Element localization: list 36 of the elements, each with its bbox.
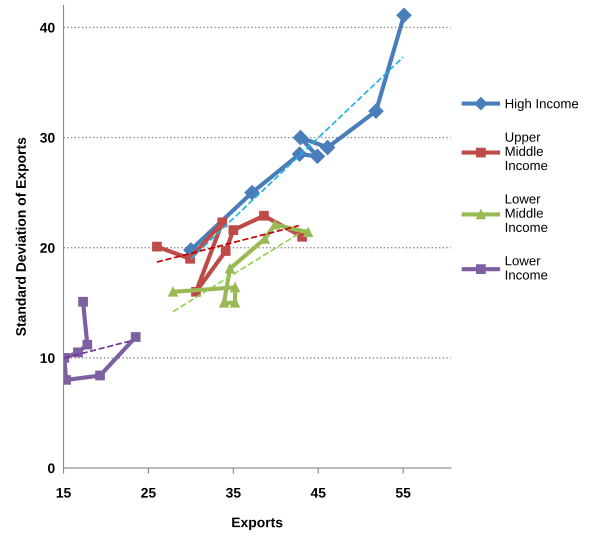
legend-label: Lower Income xyxy=(506,256,548,280)
y-tick-label: 0 xyxy=(48,463,55,474)
point xyxy=(230,282,240,292)
point xyxy=(130,332,141,342)
point xyxy=(303,227,313,238)
x-axis-title: Exports xyxy=(232,518,282,530)
legend-label: High Income xyxy=(506,98,578,111)
x-tick-label: 25 xyxy=(141,488,156,498)
point xyxy=(95,370,105,380)
point xyxy=(228,225,238,235)
y-tick-label: 10 xyxy=(40,353,55,364)
y-tick-label: 30 xyxy=(40,132,55,143)
legend-label: Lower Middle Income xyxy=(506,194,548,232)
y-tick-label: 20 xyxy=(40,243,55,253)
point xyxy=(220,246,231,256)
point xyxy=(225,264,235,274)
point xyxy=(168,286,178,297)
x-tick-label: 15 xyxy=(56,488,71,498)
point xyxy=(270,220,280,230)
point xyxy=(310,148,325,164)
point xyxy=(259,210,269,221)
legend-label: Upper Middle Income xyxy=(506,132,548,170)
point xyxy=(396,8,412,23)
point xyxy=(368,104,384,119)
x-tick-label: 45 xyxy=(310,488,326,498)
point xyxy=(78,296,88,307)
point xyxy=(217,218,228,228)
x-tick-label: 55 xyxy=(396,488,411,498)
y-tick-label: 40 xyxy=(40,22,55,33)
point xyxy=(82,340,92,350)
x-tick-label: 35 xyxy=(226,488,241,498)
y-axis-title: Standard Deviation of Exports xyxy=(16,138,29,336)
point xyxy=(292,130,308,146)
point xyxy=(244,185,260,200)
point xyxy=(152,242,162,252)
point xyxy=(320,140,336,156)
